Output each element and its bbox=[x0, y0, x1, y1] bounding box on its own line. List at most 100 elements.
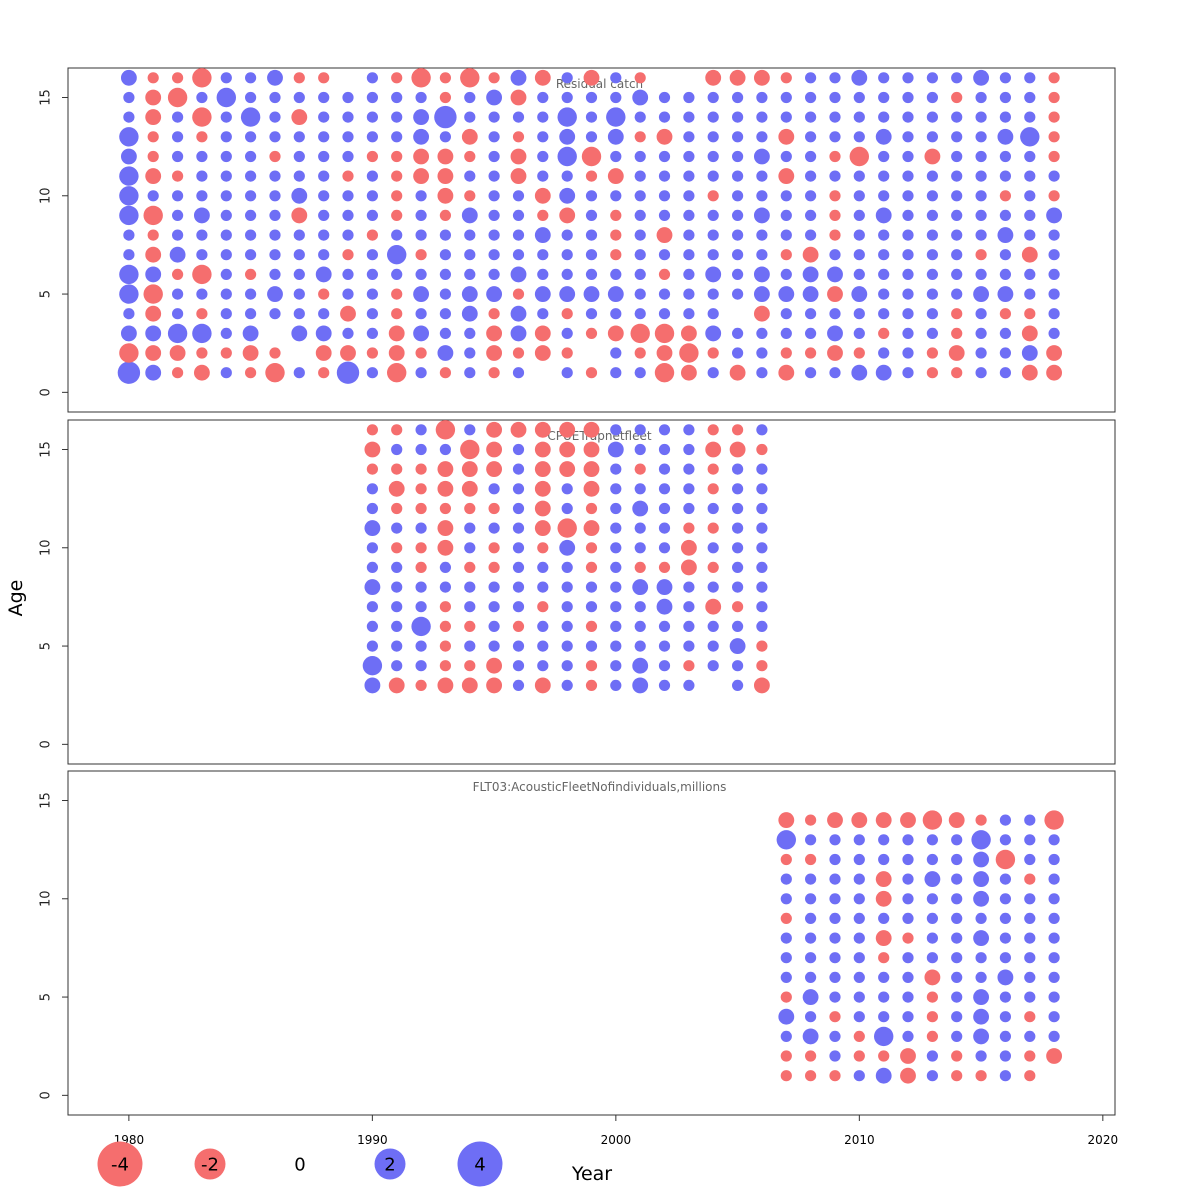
bubble bbox=[756, 483, 768, 495]
bubble bbox=[342, 131, 354, 143]
bubble bbox=[391, 424, 403, 436]
bubble bbox=[829, 367, 841, 379]
bubble bbox=[464, 660, 476, 672]
bubble bbox=[683, 229, 695, 241]
bubble bbox=[488, 72, 500, 84]
bubble bbox=[172, 308, 184, 320]
bubble bbox=[610, 483, 622, 495]
bubble bbox=[1024, 952, 1036, 964]
bubble bbox=[926, 853, 939, 866]
bubble bbox=[464, 542, 476, 554]
bubble bbox=[293, 249, 305, 261]
bubble bbox=[829, 1030, 841, 1042]
bubble bbox=[512, 601, 525, 613]
bubble bbox=[1024, 150, 1036, 163]
y-tick-label: 5 bbox=[39, 642, 54, 650]
bubble bbox=[293, 170, 305, 182]
bubble bbox=[245, 150, 257, 163]
bubble bbox=[802, 286, 819, 303]
bubble bbox=[1024, 111, 1036, 123]
bubble bbox=[610, 620, 622, 633]
bubble bbox=[461, 480, 478, 497]
bubble bbox=[902, 327, 914, 339]
bubble bbox=[488, 502, 500, 515]
bubble bbox=[973, 871, 990, 888]
bubble bbox=[878, 268, 890, 280]
bubble bbox=[707, 367, 719, 379]
bubble bbox=[707, 190, 719, 202]
bubble bbox=[827, 345, 843, 361]
bubble bbox=[318, 91, 330, 104]
bubble bbox=[220, 229, 232, 241]
bubble bbox=[853, 1070, 865, 1082]
bubble bbox=[269, 268, 281, 280]
bubble bbox=[634, 347, 646, 359]
bubble bbox=[318, 150, 330, 163]
bubble bbox=[366, 150, 378, 163]
bubble bbox=[707, 249, 719, 261]
bubble bbox=[658, 209, 671, 221]
bubble bbox=[875, 128, 892, 145]
y-tick-label: 10 bbox=[39, 890, 54, 907]
bubble bbox=[732, 581, 744, 593]
bubble bbox=[561, 483, 573, 495]
bubble bbox=[534, 227, 551, 244]
bubble bbox=[1048, 932, 1060, 944]
bubble bbox=[464, 327, 476, 339]
bubble bbox=[683, 660, 695, 672]
bubble bbox=[756, 522, 768, 534]
y-tick-label: 0 bbox=[39, 1091, 54, 1099]
bubble bbox=[610, 229, 622, 241]
bubble bbox=[951, 150, 963, 163]
bubble bbox=[829, 229, 841, 241]
bubble bbox=[534, 286, 551, 303]
bubble bbox=[293, 150, 305, 163]
bubble bbox=[1024, 893, 1036, 905]
bubble bbox=[951, 932, 963, 944]
bubble bbox=[145, 168, 162, 185]
bubble bbox=[415, 249, 427, 261]
x-axis: 1980 1990 2000 2010 2020 bbox=[114, 1114, 1118, 1147]
bubble bbox=[732, 542, 744, 554]
bubble bbox=[220, 150, 232, 163]
bubble bbox=[366, 308, 378, 320]
bubble bbox=[510, 89, 527, 106]
bubble bbox=[634, 170, 646, 182]
bubble bbox=[537, 542, 549, 554]
bubble bbox=[537, 268, 549, 280]
bubble bbox=[318, 209, 330, 221]
bubble bbox=[439, 581, 451, 593]
bubble bbox=[802, 246, 819, 263]
bubble bbox=[561, 308, 573, 320]
bubble bbox=[780, 971, 792, 984]
bubble bbox=[415, 443, 427, 456]
bubble bbox=[464, 522, 476, 534]
bubble bbox=[732, 483, 744, 495]
panel-frame bbox=[67, 419, 1116, 765]
bubble bbox=[585, 249, 598, 261]
bubble bbox=[486, 286, 503, 303]
bubble bbox=[997, 128, 1014, 145]
bubble bbox=[658, 542, 671, 554]
bubble bbox=[512, 522, 525, 534]
bubble bbox=[119, 264, 139, 285]
bubble bbox=[853, 131, 865, 143]
bubble bbox=[926, 308, 939, 320]
bubble bbox=[902, 111, 914, 123]
bubble bbox=[658, 190, 671, 202]
bubble bbox=[780, 249, 792, 261]
bubble bbox=[756, 347, 768, 359]
bubble bbox=[680, 364, 697, 381]
bubble bbox=[1046, 1048, 1063, 1064]
bubble bbox=[778, 364, 795, 381]
bubble bbox=[707, 308, 719, 320]
bubble bbox=[464, 229, 476, 241]
legend-bubble bbox=[374, 1148, 406, 1180]
bubble bbox=[805, 1050, 817, 1062]
bubble bbox=[391, 190, 403, 202]
bubble bbox=[245, 190, 257, 202]
bubble bbox=[464, 268, 476, 280]
bubble bbox=[145, 266, 162, 283]
bubble bbox=[732, 463, 744, 475]
bubble bbox=[267, 286, 283, 303]
